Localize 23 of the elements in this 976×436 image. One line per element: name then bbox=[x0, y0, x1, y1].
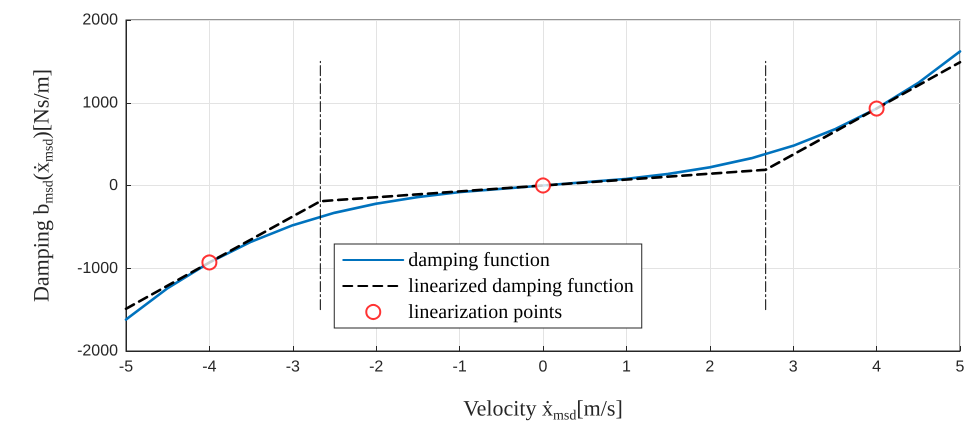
x-tick-label: -3 bbox=[286, 358, 300, 376]
point bbox=[535, 178, 551, 194]
x-tick-label: -2 bbox=[369, 358, 384, 376]
x-tick-label: -5 bbox=[118, 358, 134, 376]
y-tick-label: -1000 bbox=[77, 260, 118, 277]
x-tick-label: -4 bbox=[202, 358, 217, 376]
x-tick-label: 5 bbox=[956, 358, 965, 376]
x-tick-label: -1 bbox=[452, 358, 467, 376]
x-tick-label: 0 bbox=[538, 358, 548, 376]
y-axis-title: Damping bmsd(ẋmsd)[Ns/m] bbox=[28, 68, 56, 302]
y-tick-label: 0 bbox=[109, 177, 118, 194]
y-tick-label: 2000 bbox=[82, 12, 118, 28]
point bbox=[868, 100, 885, 117]
legend-label: linearization points bbox=[408, 301, 562, 323]
x-tick-label: 4 bbox=[872, 358, 882, 376]
y-tick-label: -2000 bbox=[77, 342, 118, 360]
x-tick-label: 2 bbox=[705, 358, 714, 376]
x-tick-label: 3 bbox=[788, 358, 798, 376]
y-tick-label: 1000 bbox=[82, 94, 118, 112]
legend-label: damping function bbox=[408, 249, 550, 271]
legend-label: linearized damping function bbox=[408, 275, 634, 297]
x-tick-label: 1 bbox=[622, 358, 631, 376]
point bbox=[201, 254, 218, 270]
